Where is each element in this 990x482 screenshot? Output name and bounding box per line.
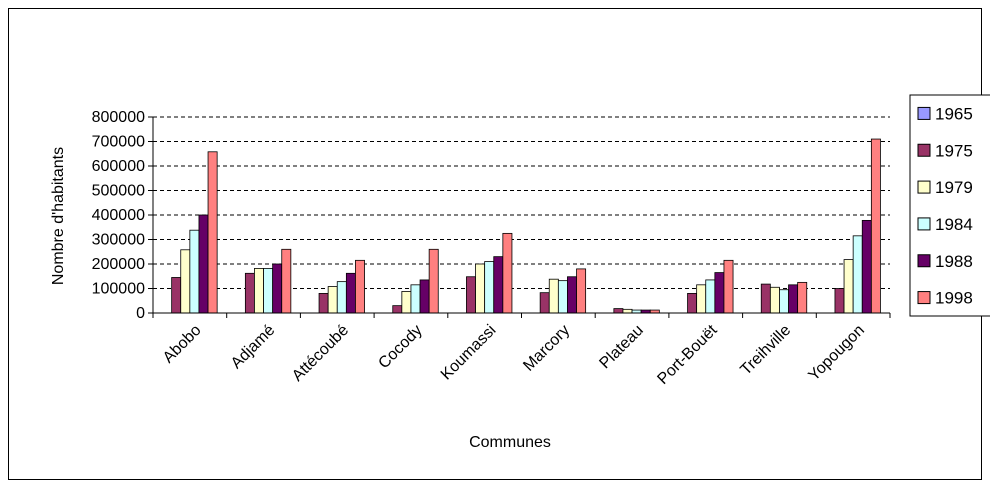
x-tick-label: Plateau — [596, 322, 646, 372]
bar — [797, 281, 808, 314]
bar — [180, 249, 191, 314]
bar — [788, 284, 799, 314]
bar — [428, 248, 439, 314]
x-axis-title: Communes — [469, 434, 551, 451]
y-tick-label: 600000 — [92, 158, 145, 175]
chart-frame: 0 100000 200000 300000 400000 500000 600000 700… — [8, 8, 990, 480]
legend-swatch — [917, 106, 931, 120]
legend-label: 1975 — [935, 141, 973, 160]
x-tick-label: Koumassi — [438, 322, 500, 384]
y-tick-label: 700000 — [92, 134, 145, 151]
bar — [475, 263, 486, 314]
bar — [843, 259, 854, 314]
x-tick-label: Treihville — [737, 322, 794, 379]
bar — [705, 279, 716, 314]
bar — [576, 268, 587, 314]
y-tick-label: 500000 — [92, 183, 145, 200]
bar — [696, 284, 707, 314]
bar — [419, 279, 430, 314]
bar — [345, 272, 356, 314]
bar — [687, 292, 698, 314]
bar — [622, 308, 633, 314]
bar — [244, 272, 255, 314]
bar — [392, 305, 403, 314]
legend-label: 1979 — [935, 178, 973, 197]
x-tick-label: Attécoubé — [289, 322, 352, 385]
bar — [870, 138, 881, 314]
legend-box — [909, 94, 990, 317]
grid-layer — [153, 116, 890, 289]
y-tick-label: 800000 — [92, 109, 145, 126]
y-tick-label: 0 — [136, 305, 145, 322]
bar — [171, 277, 182, 314]
bar — [779, 289, 789, 314]
bar — [254, 268, 264, 314]
bar — [861, 219, 872, 314]
bar — [493, 256, 504, 314]
bar — [355, 259, 365, 314]
y-tick-label: 300000 — [92, 232, 145, 249]
x-tick-label: Yopougon — [805, 322, 868, 385]
legend-label: 1965 — [935, 104, 973, 123]
x-tick-label: Cocody — [375, 322, 425, 372]
x-tick-label: Port-Bouët — [654, 321, 720, 387]
bar — [723, 259, 734, 314]
y-tick-label: 100000 — [92, 281, 145, 298]
legend-swatch — [917, 254, 931, 268]
y-axis-title: Nombre d'habitants — [50, 147, 67, 285]
legend-label: 1988 — [935, 252, 973, 271]
x-tick-label: Marcory — [520, 322, 573, 375]
bar — [852, 235, 863, 314]
y-tick-label: 200000 — [92, 256, 145, 273]
bar — [327, 286, 338, 314]
bar — [466, 276, 476, 314]
bar — [613, 308, 624, 314]
legend-swatch — [917, 180, 931, 194]
bar — [401, 291, 412, 314]
bar — [539, 292, 550, 314]
bar — [318, 292, 329, 314]
bar — [263, 268, 274, 314]
legend-swatch — [917, 143, 931, 157]
bar — [834, 288, 845, 314]
bar — [272, 263, 283, 314]
y-tick-label: 400000 — [92, 207, 145, 224]
bar — [760, 283, 771, 314]
bar — [548, 278, 559, 314]
bar — [198, 214, 209, 314]
bar — [281, 248, 292, 314]
legend-swatch — [917, 217, 931, 231]
x-tick-label: Adjamé — [228, 322, 278, 372]
legend: 1965 1975 1979 1984 1988 1998 — [909, 94, 990, 317]
bar — [557, 280, 568, 314]
bars-layer — [171, 138, 881, 314]
legend-label: 1998 — [935, 289, 973, 308]
bar — [567, 276, 577, 314]
x-tick-label: Abobo — [160, 322, 205, 367]
bar — [336, 281, 347, 314]
legend-label: 1984 — [935, 215, 973, 234]
bar — [769, 286, 780, 314]
bar — [410, 284, 421, 314]
bar — [502, 232, 513, 314]
bar — [207, 151, 218, 314]
bar — [484, 261, 495, 314]
legend-swatch — [917, 291, 931, 305]
bar — [189, 229, 200, 314]
bar — [714, 272, 725, 314]
